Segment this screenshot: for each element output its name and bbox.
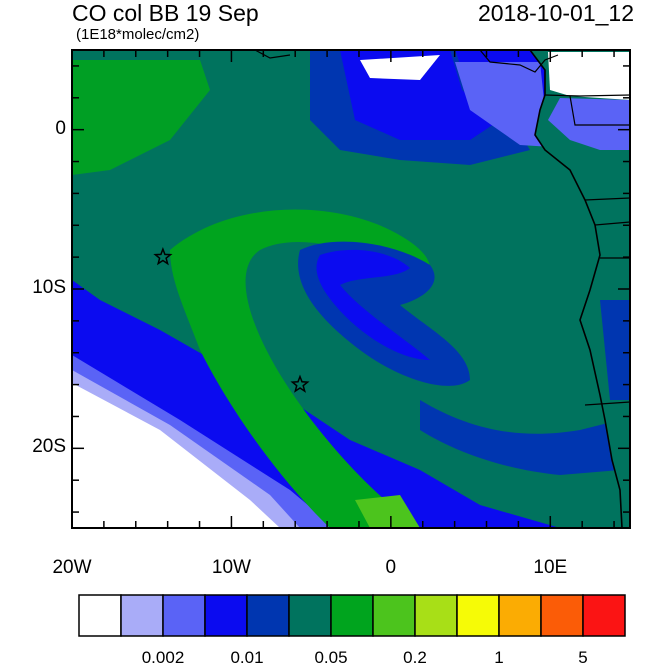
colorbar-swatch (204, 594, 248, 637)
x-tick-label: 20W (52, 557, 92, 578)
colorbar-label: 1 (494, 648, 504, 667)
units-label: (1E18*molec/cm2) (76, 26, 200, 43)
axis-ticks (71, 50, 630, 528)
colorbar-swatch (246, 594, 290, 637)
colorbar-swatch (414, 594, 458, 637)
map-markers (153, 246, 310, 393)
colorbar-label: 0.2 (403, 648, 427, 667)
land-white-sahel (548, 52, 630, 100)
field-yellowgreen-patch (355, 495, 420, 528)
colorbar-swatch (120, 594, 164, 637)
field-green-northwest (72, 60, 210, 175)
star-marker-2 (290, 374, 310, 393)
land-region (530, 50, 630, 528)
colorbar-swatch (498, 594, 542, 637)
x-tick-label: 10E (533, 557, 568, 578)
colorbar-swatch (372, 594, 416, 637)
colorbar-swatch (162, 594, 206, 637)
x-tick-label: 0 (385, 557, 397, 578)
field-northern-white (360, 55, 440, 80)
land-light-blue (548, 98, 630, 150)
country-borders (479, 50, 630, 406)
colorbar-label: 0.05 (314, 648, 348, 667)
colorbar-label: 5 (578, 648, 588, 667)
colorbar-swatch (288, 594, 332, 637)
y-tick-label: 20S (32, 436, 66, 458)
land-blue-patch (600, 300, 630, 400)
star-marker-1 (153, 246, 173, 266)
field-southern-band (420, 400, 620, 475)
map-field (72, 50, 630, 528)
field-green-arc (170, 209, 430, 528)
field-white-region (72, 383, 280, 528)
map-title: CO col BB 19 Sep (72, 0, 259, 26)
y-tick-label: 0 (55, 117, 66, 139)
x-tick-label: 10W (211, 557, 251, 578)
colorbar-swatch (456, 594, 500, 637)
coastline (529, 50, 623, 528)
colorbar-label: 0.002 (141, 648, 185, 667)
northern-coast (254, 50, 291, 59)
colorbar-swatch (582, 594, 626, 637)
colorbar-swatch (540, 594, 584, 637)
field-inner-swirl-core (316, 249, 430, 360)
colorbar (78, 594, 626, 637)
y-tick-label: 10S (32, 277, 66, 298)
map-date: 2018-10-01_12 (477, 0, 634, 26)
colorbar-label: 0.01 (230, 648, 264, 667)
colorbar-swatch (78, 594, 122, 637)
colorbar-swatch (330, 594, 374, 637)
